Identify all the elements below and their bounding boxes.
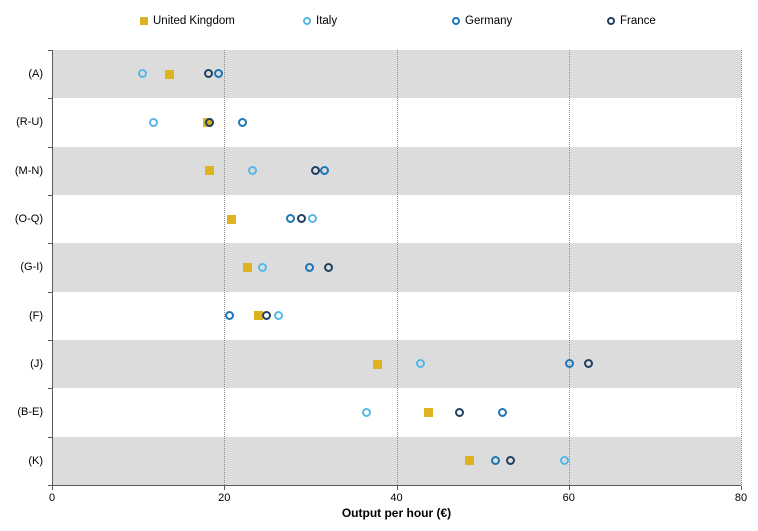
data-point-united-kingdom xyxy=(164,69,174,79)
data-point-germany xyxy=(214,69,224,79)
data-point-italy xyxy=(560,455,570,465)
vertical-gridline xyxy=(741,50,742,485)
x-tick-label: 80 xyxy=(734,492,748,504)
y-axis-tick xyxy=(48,340,52,341)
data-point-france xyxy=(203,69,213,79)
y-axis-tick xyxy=(48,243,52,245)
x-axis-tick xyxy=(741,486,742,490)
x-axis-title: Output per hour (€) xyxy=(341,506,452,520)
data-point-france xyxy=(506,455,516,465)
data-point-germany xyxy=(304,262,314,272)
legend-circle-marker-icon xyxy=(452,17,460,25)
y-axis-line xyxy=(52,50,53,486)
y-axis-tick xyxy=(48,436,52,438)
y-axis-tick xyxy=(48,195,52,196)
data-point-united-kingdom xyxy=(465,456,475,466)
data-point-united-kingdom xyxy=(205,166,215,176)
data-point-italy xyxy=(274,310,284,320)
category-label: (O-Q) xyxy=(14,213,43,225)
data-point-germany xyxy=(238,117,248,127)
data-point-united-kingdom xyxy=(423,408,433,417)
category-label: (A) xyxy=(28,68,43,80)
data-point-italy xyxy=(247,165,257,175)
x-axis-tick xyxy=(224,486,226,490)
vertical-gridline xyxy=(224,50,226,485)
y-axis-tick xyxy=(48,388,52,390)
category-label: (J) xyxy=(30,358,43,370)
data-point-germany xyxy=(498,407,508,417)
legend-circle-marker-icon xyxy=(607,17,615,25)
legend-circle-marker-icon xyxy=(303,17,311,25)
legend-label: Germany xyxy=(465,15,513,27)
data-point-france xyxy=(262,310,272,320)
vertical-gridline xyxy=(568,50,570,485)
category-label: (R-U) xyxy=(16,116,43,129)
y-axis-tick xyxy=(48,146,52,148)
category-label: (M-N) xyxy=(14,164,43,177)
data-point-italy xyxy=(307,214,317,224)
category-label: (G-I) xyxy=(20,261,43,274)
data-point-france xyxy=(205,117,215,127)
data-point-germany xyxy=(286,214,296,224)
data-point-germany xyxy=(490,455,500,465)
data-point-france xyxy=(455,407,465,417)
data-point-france xyxy=(324,262,334,272)
legend-label: Italy xyxy=(316,15,338,27)
category-label: (B-E) xyxy=(17,406,43,419)
legend-square-marker-icon xyxy=(140,17,148,25)
legend-label: United Kingdom xyxy=(153,15,235,27)
legend-item-france: France xyxy=(607,12,656,30)
data-point-france xyxy=(310,165,320,175)
x-axis-tick xyxy=(568,486,570,490)
data-point-germany xyxy=(320,165,330,175)
x-tick-label: 40 xyxy=(390,492,403,504)
data-point-united-kingdom xyxy=(373,359,383,369)
x-tick-label: 0 xyxy=(48,492,56,504)
legend-item-italy: Italy xyxy=(303,12,337,30)
x-axis-tick xyxy=(396,486,398,490)
x-axis-line xyxy=(52,485,741,486)
data-point-italy xyxy=(362,407,372,417)
x-axis-tick xyxy=(52,486,53,490)
data-point-italy xyxy=(416,359,426,369)
x-tick-label: 20 xyxy=(218,492,231,504)
legend-label: France xyxy=(620,15,656,27)
data-point-italy xyxy=(148,117,158,127)
legend-item-united-kingdom: United Kingdom xyxy=(140,12,235,30)
data-point-italy xyxy=(258,262,267,272)
data-point-united-kingdom xyxy=(243,263,252,272)
data-point-germany xyxy=(225,310,235,320)
y-axis-tick xyxy=(48,291,52,293)
data-point-france xyxy=(583,359,593,369)
legend-item-germany: Germany xyxy=(452,12,512,30)
data-point-france xyxy=(296,214,306,224)
category-label: (K) xyxy=(28,454,43,467)
y-axis-tick xyxy=(48,98,52,100)
vertical-gridline xyxy=(396,50,398,485)
category-label: (F) xyxy=(28,309,43,322)
data-point-united-kingdom xyxy=(226,214,236,224)
y-axis-tick xyxy=(48,485,52,486)
y-axis-tick xyxy=(48,50,52,51)
x-tick-label: 60 xyxy=(562,492,575,504)
data-point-united-kingdom xyxy=(254,311,264,321)
data-point-italy xyxy=(138,69,148,79)
data-point-germany xyxy=(564,359,574,369)
